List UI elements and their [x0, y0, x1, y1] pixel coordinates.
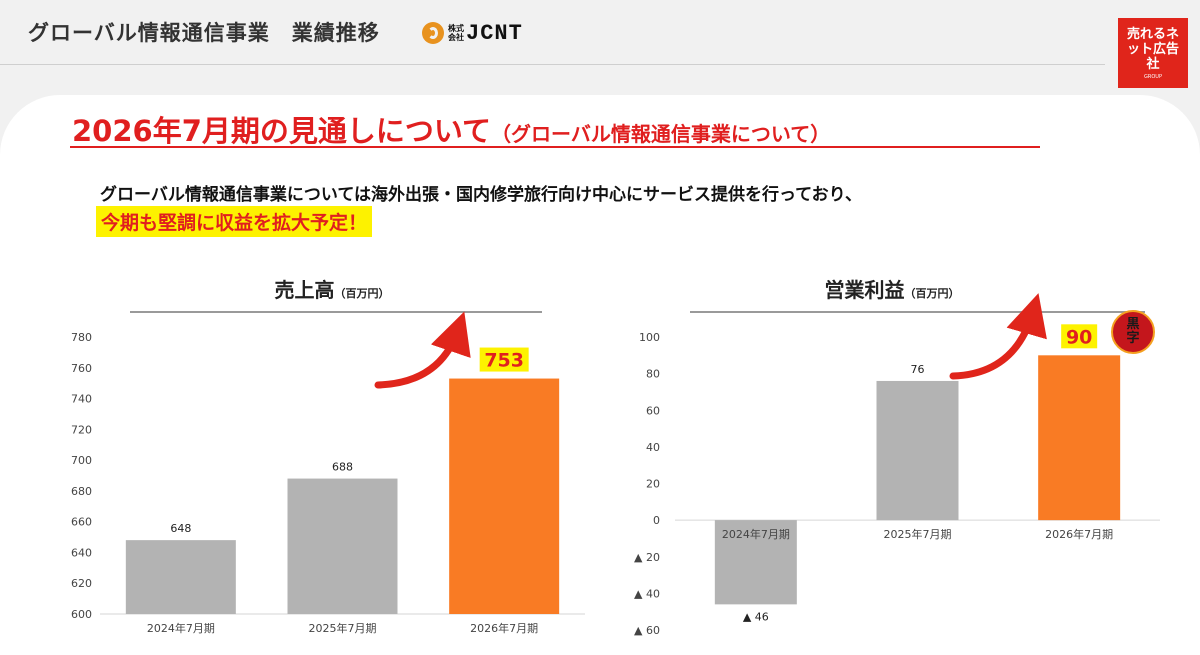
y-tick-label: 640	[71, 546, 92, 559]
x-tick-label: 2025年7月期	[309, 621, 377, 635]
y-tick-label: 60	[646, 404, 660, 417]
highlight-text: 今期も堅調に収益を拡大予定！	[96, 206, 373, 237]
value-label: 688	[332, 461, 353, 474]
sales-chart: 売上高（百万円） 600 620 640 660 680 700 720 740 760 780 64…	[71, 278, 585, 635]
bar-3	[449, 378, 560, 614]
bar-3	[1038, 355, 1121, 521]
y-tick-label: 720	[71, 423, 92, 436]
y-tick-label: 780	[71, 331, 92, 344]
company-logo: 株式会社 JCNT	[422, 18, 534, 48]
y-tick-label: 660	[71, 516, 92, 529]
growth-arrow-icon	[949, 293, 1047, 380]
profit-badge-icon: 黒 字	[1111, 310, 1155, 354]
value-label: 753	[484, 350, 524, 372]
company-logo-small-text: 株式会社	[448, 24, 464, 42]
y-tick-label: 740	[71, 393, 92, 406]
header-divider	[0, 64, 1105, 65]
bar-2	[287, 478, 398, 614]
company-logo-name: JCNT	[466, 20, 523, 46]
chart-title-unit: （百万円）	[335, 287, 390, 300]
y-tick-label: 100	[639, 331, 660, 344]
x-tick-label: 2026年7月期	[470, 621, 538, 635]
x-tick-label: 2024年7月期	[147, 621, 215, 635]
group-logo: 売れるネット広告社 GROUP	[1118, 18, 1188, 88]
badge-char-1: 黒	[1126, 317, 1140, 332]
y-tick-label: 680	[71, 485, 92, 498]
group-logo-text: 売れるネット広告社	[1126, 26, 1179, 72]
y-tick-label: 600	[71, 608, 92, 621]
chart-title-unit: （百万円）	[905, 287, 960, 300]
chart-title-text: 売上高	[275, 278, 335, 302]
y-tick-label: 80	[646, 368, 660, 381]
heading-underline	[70, 146, 1040, 148]
bar-2	[876, 380, 959, 521]
value-label: ▲ 46	[743, 610, 769, 623]
description-text: グローバル情報通信事業については海外出張・国内修学旅行向け中心にサービス提供を行…	[100, 185, 862, 205]
value-label: 76	[911, 363, 925, 376]
growth-arrow-icon	[374, 311, 471, 389]
chart-title: 営業利益（百万円）	[825, 278, 960, 302]
chart-title: 売上高（百万円）	[275, 278, 390, 302]
top-bar: グローバル情報通信事業 業績推移 株式会社 JCNT	[0, 0, 1200, 66]
y-tick-label: 620	[71, 577, 92, 590]
bar-1	[714, 520, 797, 605]
y-tick-label: ▲ 40	[634, 587, 660, 600]
main-heading-subtext: （グローバル情報通信事業について）	[491, 122, 831, 146]
x-tick-label: 2025年7月期	[884, 527, 952, 541]
y-tick-label: 700	[71, 454, 92, 467]
y-tick-label: 40	[646, 441, 660, 454]
chart-title-text: 営業利益	[825, 278, 905, 302]
company-logo-mark-icon	[422, 22, 444, 44]
value-label: 648	[170, 522, 191, 535]
y-tick-label: 0	[653, 514, 660, 527]
main-heading: 2026年7月期の見通しについて（グローバル情報通信事業について）	[72, 108, 830, 150]
main-heading-text: 2026年7月期の見通しについて	[72, 114, 492, 148]
y-tick-label: 760	[71, 362, 92, 375]
group-logo-sub: GROUP	[1144, 73, 1162, 80]
page-title: グローバル情報通信事業 業績推移	[28, 21, 380, 45]
value-label-highlight-bg	[1061, 324, 1098, 349]
y-tick-label: ▲ 60	[634, 624, 660, 637]
value-label-highlight-bg	[479, 347, 529, 372]
y-tick-label: 20	[646, 478, 660, 491]
x-tick-label: 2024年7月期	[722, 527, 790, 541]
badge-char-2: 字	[1126, 331, 1140, 346]
y-tick-label: ▲ 20	[634, 551, 660, 564]
x-tick-label: 2026年7月期	[1045, 527, 1113, 541]
bar-1	[125, 540, 236, 614]
operating-profit-chart: 営業利益（百万円） ▲ 60 ▲ 40 ▲ 20 0 20 40 60 80 100 ▲ 46 202…	[634, 278, 1160, 637]
value-label: 90	[1066, 326, 1092, 348]
